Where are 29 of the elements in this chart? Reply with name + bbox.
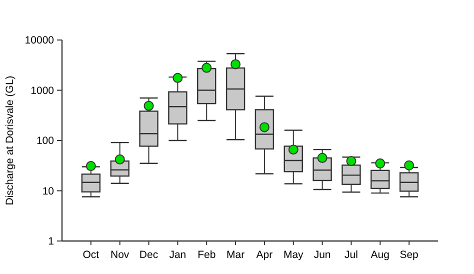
point <box>230 59 241 70</box>
point <box>144 100 154 111</box>
x-tick-label: Jul <box>344 249 358 261</box>
x-tick-label: Feb <box>198 249 216 261</box>
point <box>375 158 386 168</box>
x-tick-label: Dec <box>139 249 158 261</box>
point <box>346 156 356 166</box>
point <box>172 72 183 83</box>
y-tick-label: 10 <box>42 185 54 198</box>
x-tick-label: May <box>283 249 304 261</box>
point <box>404 160 414 170</box>
point <box>202 62 212 73</box>
point <box>288 144 298 155</box>
y-tick-label: 1000 <box>30 84 54 97</box>
y-tick-label: 1 <box>48 236 54 248</box>
x-tick-label: Jun <box>314 249 331 261</box>
point <box>86 161 96 172</box>
point <box>317 152 328 163</box>
x-tick-label: Mar <box>226 249 246 261</box>
x-tick-label: Jan <box>169 249 186 261</box>
x-tick-label: Nov <box>110 249 130 261</box>
y-tick-label: 100 <box>36 135 54 148</box>
x-tick-label: Aug <box>370 249 390 261</box>
x-tick-label: Oct <box>82 249 100 261</box>
x-tick-label: Sep <box>400 249 419 261</box>
y-tick-label: 10000 <box>24 34 54 47</box>
y-axis-title: Discharge at Dorisvale (GL) <box>4 76 16 206</box>
x-tick-label: Apr <box>256 249 274 261</box>
point <box>114 154 125 164</box>
